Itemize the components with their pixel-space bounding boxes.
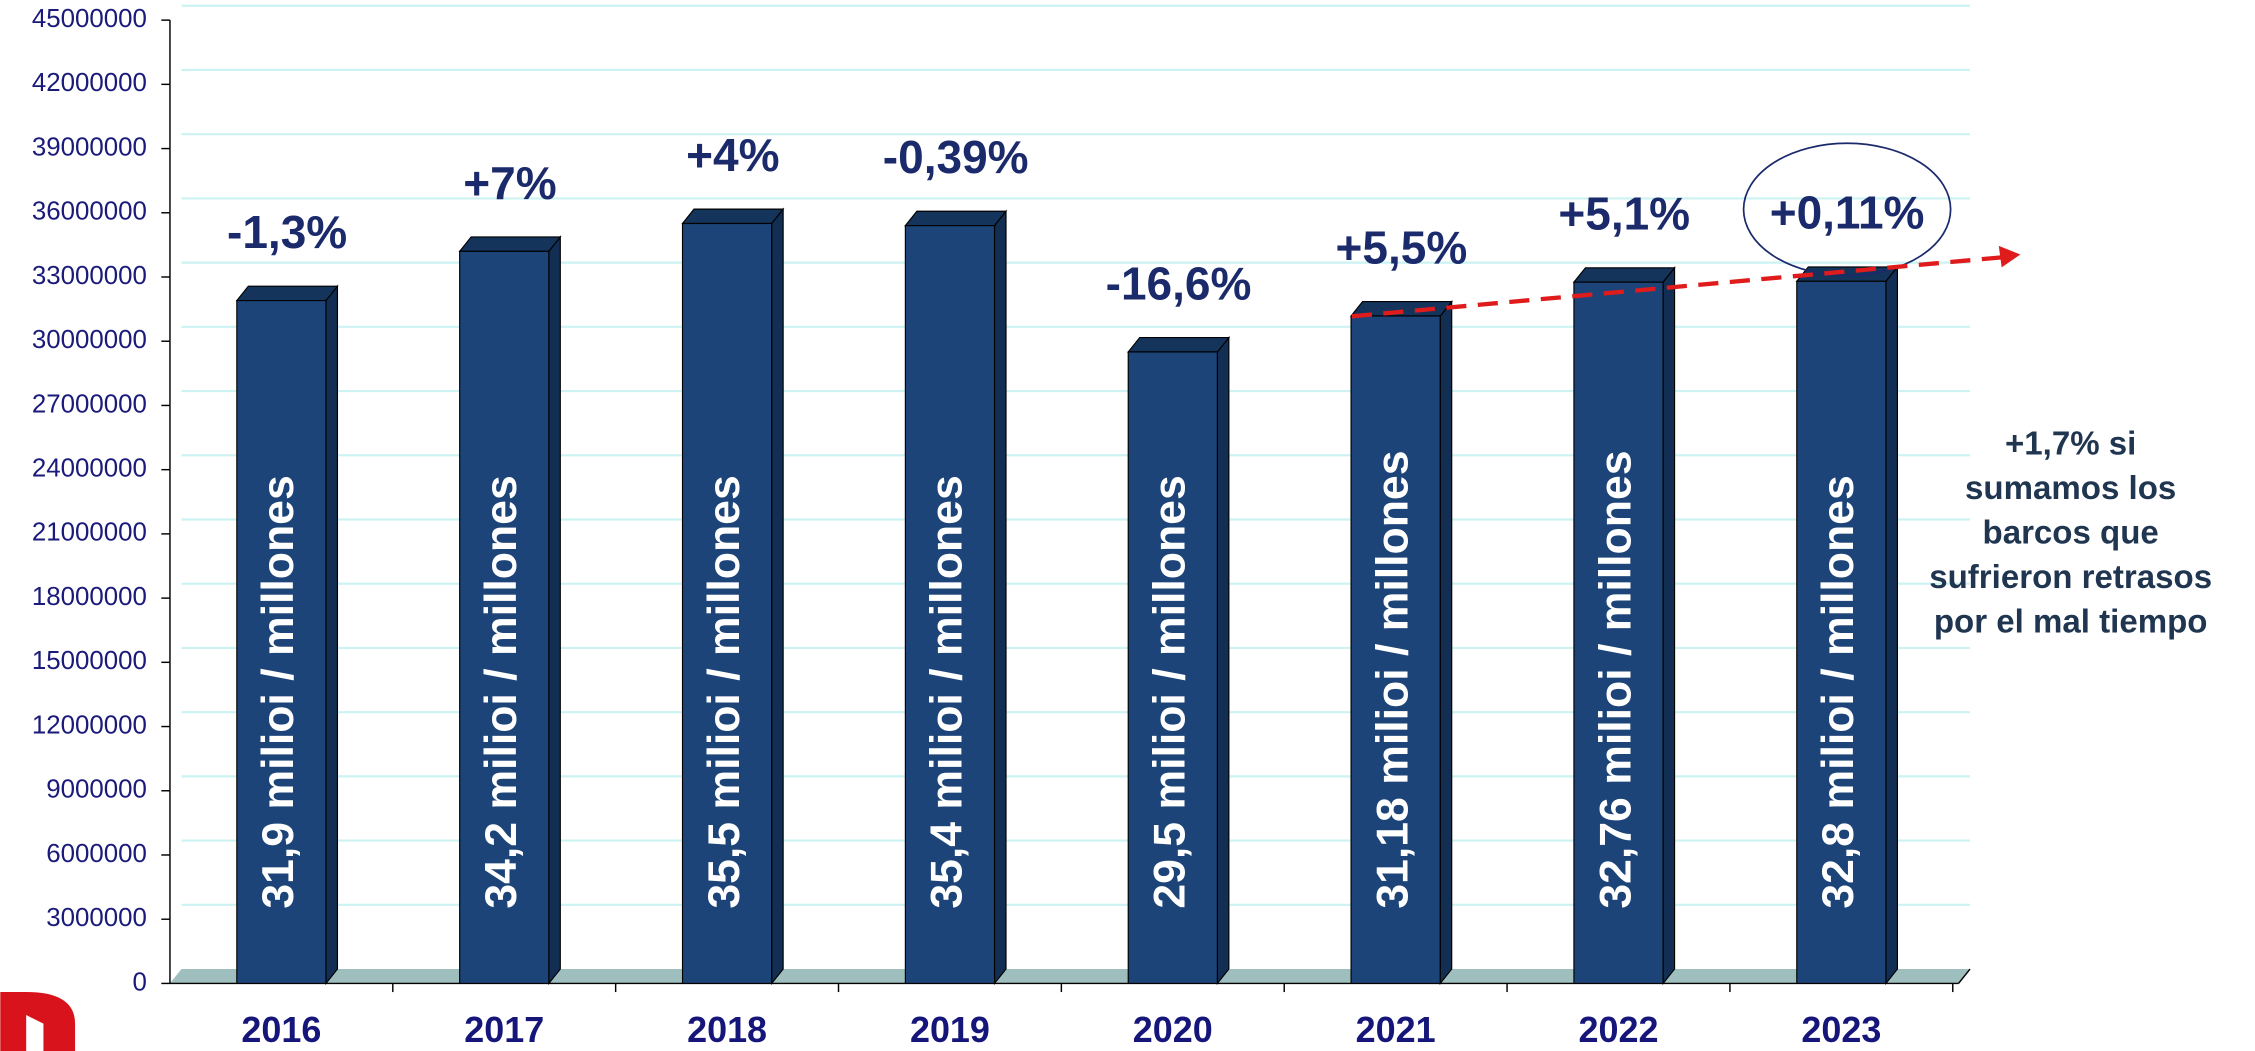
y-tick-label: 24000000 <box>32 454 147 482</box>
bar-top <box>458 236 562 252</box>
x-tick-label: 2017 <box>464 1009 544 1050</box>
y-tick-label: 0 <box>133 968 147 996</box>
bar-top <box>235 285 339 302</box>
y-tick-label: 9000000 <box>46 776 147 804</box>
y-tick-label: 21000000 <box>32 519 147 547</box>
y-tick-label: 12000000 <box>32 711 147 739</box>
y-tick-label: 6000000 <box>46 840 147 868</box>
bar-value-label: 32,76 milioi / millones <box>1591 450 1640 908</box>
change-label: -1,3% <box>227 206 347 258</box>
bar-top <box>1572 267 1676 283</box>
bar-side <box>1885 265 1898 986</box>
y-tick-label: 30000000 <box>32 326 147 354</box>
y-tick-label: 15000000 <box>32 647 147 675</box>
floor <box>169 969 1971 984</box>
bar-value-label: 31,9 milioi / millones <box>254 475 303 908</box>
bar <box>904 225 996 985</box>
bar-side <box>993 209 1007 986</box>
bar <box>1127 351 1218 985</box>
bar <box>236 299 327 985</box>
highlight-ring <box>1742 142 1952 277</box>
change-label: +5,1% <box>1558 188 1690 240</box>
x-axis-end <box>1957 968 1971 984</box>
bar-side <box>771 207 784 986</box>
change-label: +0,11% <box>1770 187 1925 239</box>
note: barcos que <box>1983 515 2159 552</box>
bar-value-label: 32,8 milioi / millones <box>1814 475 1863 908</box>
bar <box>681 222 773 985</box>
y-tick-label: 39000000 <box>32 133 147 161</box>
note: sumamos los <box>1965 470 2176 507</box>
x-tick-label: 2018 <box>687 1009 767 1050</box>
bar <box>1573 281 1664 985</box>
y-tick-label: 45000000 <box>32 5 147 33</box>
change-label: +4% <box>686 129 779 181</box>
x-tick-label: 2022 <box>1579 1009 1659 1050</box>
bar-top <box>904 210 1008 227</box>
bar-value-label: 35,4 milioi / millones <box>923 475 972 908</box>
y-tick-label: 42000000 <box>32 69 147 97</box>
bar-value-label: 31,18 milioi / millones <box>1368 450 1417 908</box>
bar-value-label: 35,5 milioi / millones <box>700 475 749 908</box>
change-label: -16,6% <box>1106 257 1252 309</box>
bar-side <box>548 235 561 986</box>
x-tick-label: 2020 <box>1133 1009 1213 1050</box>
change-label: +7% <box>463 157 556 209</box>
change-label: -0,39% <box>883 131 1029 183</box>
bar-side <box>325 284 339 986</box>
bar-value-label: 29,5 milioi / millones <box>1146 475 1195 908</box>
bar <box>459 250 550 985</box>
logo <box>0 992 76 1051</box>
trend-arrow <box>1351 255 2002 319</box>
trend-arrow-head <box>1998 245 2021 268</box>
change-label: +5,5% <box>1336 221 1468 273</box>
note: por el mal tiempo <box>1934 604 2208 641</box>
x-tick-label: 2021 <box>1356 1009 1436 1050</box>
bar-side <box>1216 335 1230 986</box>
y-tick-label: 3000000 <box>46 904 147 932</box>
note: +1,7% si <box>2005 425 2136 462</box>
y-tick-label: 36000000 <box>32 198 147 226</box>
y-tick-label: 18000000 <box>32 583 147 611</box>
bar <box>1350 315 1441 985</box>
bar-top <box>1127 336 1231 353</box>
y-tick-label: 33000000 <box>32 262 147 290</box>
y-tick-label: 27000000 <box>32 390 147 418</box>
bar <box>1796 280 1887 985</box>
x-tick-label: 2019 <box>910 1009 990 1050</box>
bar-top <box>681 208 785 225</box>
bar-value-label: 34,2 milioi / millones <box>477 475 526 908</box>
bar-side <box>1439 299 1453 986</box>
x-tick-label: 2023 <box>1801 1009 1881 1050</box>
bar-side <box>1662 266 1676 986</box>
x-tick-label: 2016 <box>241 1009 321 1050</box>
note: sufrieron retrasos <box>1929 559 2212 596</box>
